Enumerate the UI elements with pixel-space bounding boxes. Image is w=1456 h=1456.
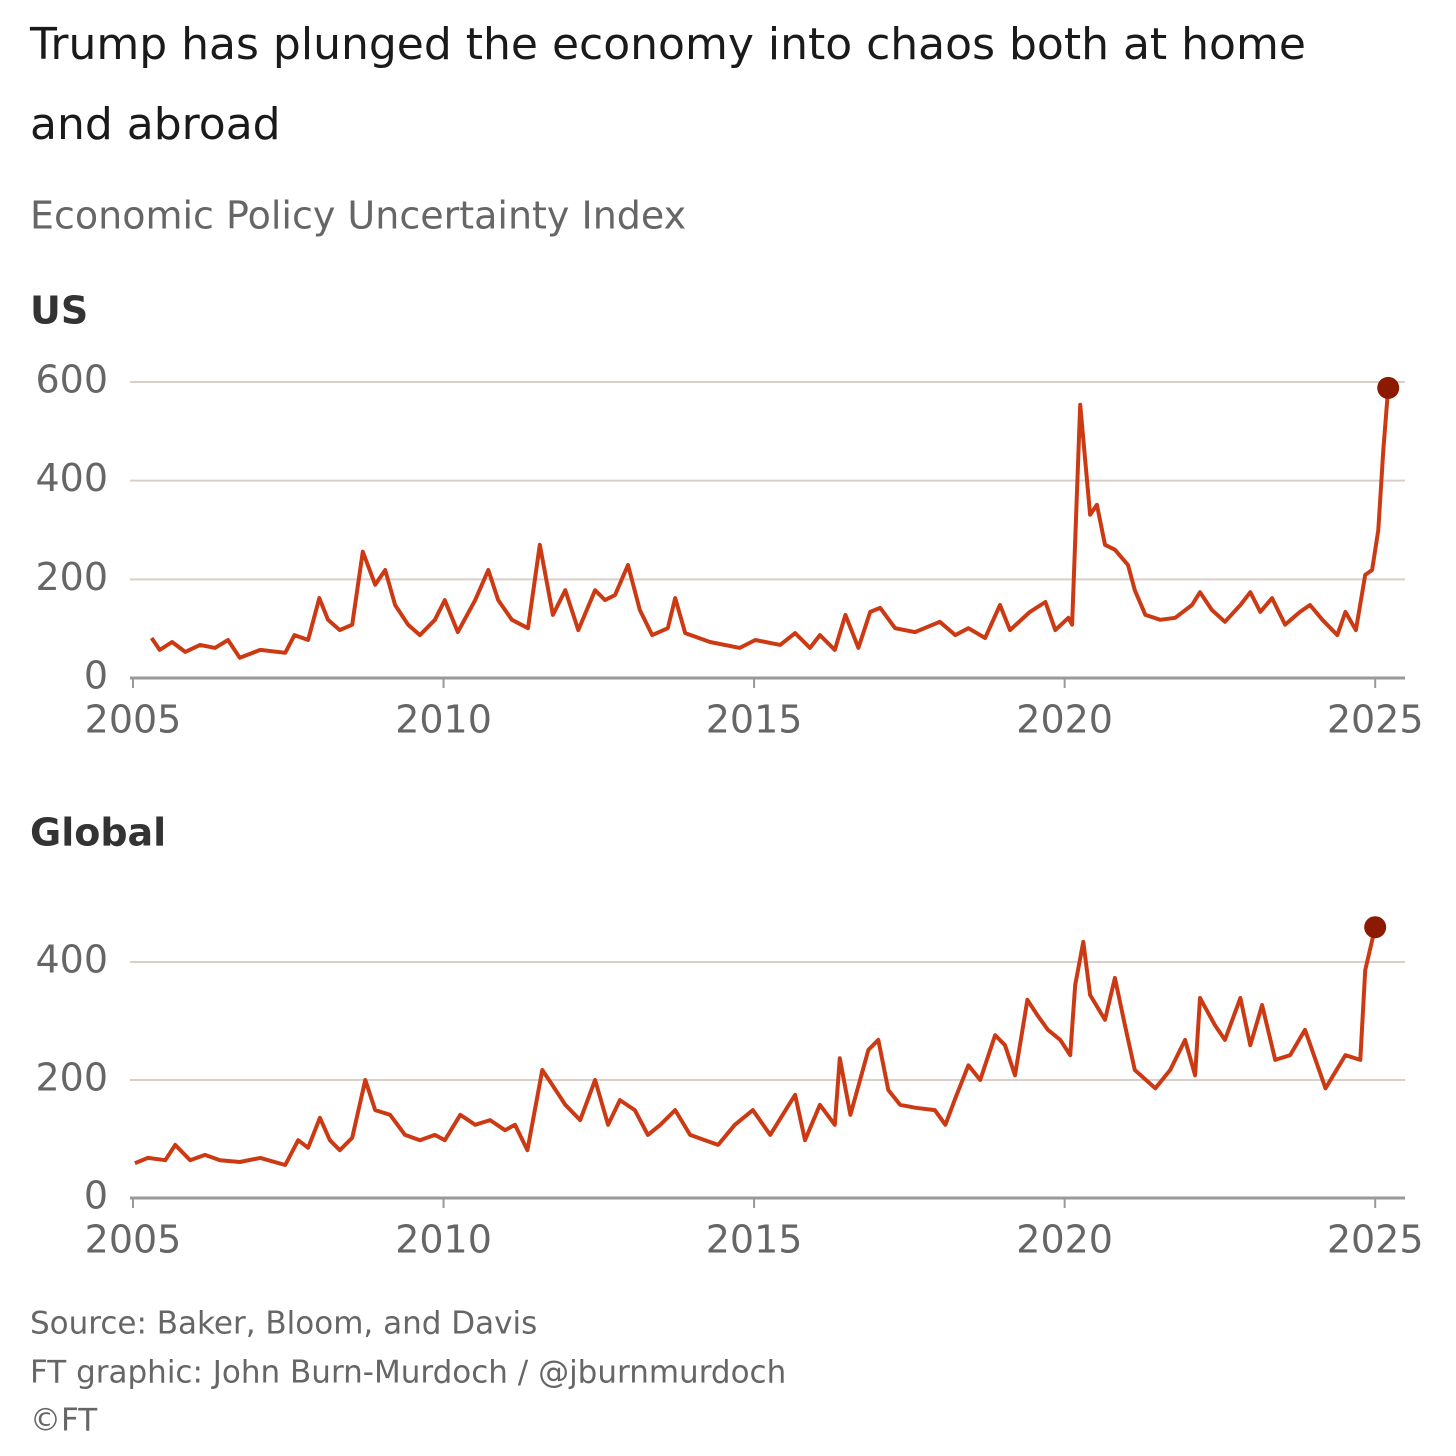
y-tick-label: 400 [35,456,108,500]
source-note: Source: Baker, Bloom, and Davis [30,1306,537,1342]
chart-subtitle: Economic Policy Uncertainty Index [30,194,686,238]
chart-title: Trump has plunged the economy into chaos… [29,19,1306,70]
x-tick-label: 2005 [85,1218,182,1262]
panel-title: US [30,289,88,333]
x-tick-label: 2015 [706,698,803,742]
x-tick-label: 2010 [395,698,492,742]
x-tick-label: 2005 [85,698,182,742]
y-tick-label: 200 [35,1056,108,1100]
end-marker [1377,376,1400,399]
chart-title: and abroad [30,99,281,150]
y-tick-label: 0 [84,654,108,698]
x-tick-label: 2010 [395,1218,492,1262]
x-tick-label: 2020 [1016,698,1113,742]
credit-note: FT graphic: John Burn-Murdoch / @jburnmu… [30,1355,786,1391]
x-tick-label: 2015 [706,1218,803,1262]
panel-title: Global [30,811,166,855]
end-marker [1364,916,1387,939]
x-tick-label: 2025 [1327,1218,1424,1262]
data-line [149,387,1391,660]
y-tick-label: 200 [35,555,108,599]
x-tick-label: 2020 [1016,1218,1113,1262]
y-tick-label: 600 [35,358,108,402]
y-tick-label: 0 [84,1174,108,1218]
y-tick-label: 400 [35,938,108,982]
copyright: ©FT [30,1403,98,1439]
x-tick-label: 2025 [1327,698,1424,742]
data-line [134,926,1378,1167]
